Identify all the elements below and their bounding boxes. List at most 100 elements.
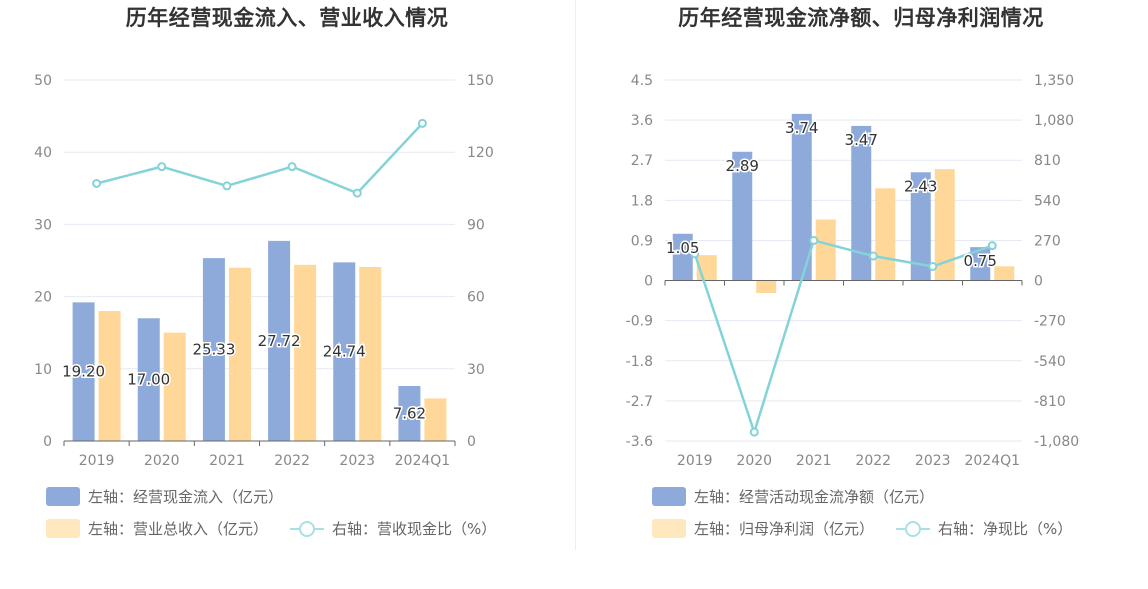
legend-line-swatch <box>896 519 931 538</box>
left-axis-tick: 4.5 <box>631 73 653 89</box>
bar <box>424 398 447 441</box>
left-axis-tick: 3.6 <box>631 113 653 129</box>
line-point <box>928 261 938 271</box>
left-axis-tick: -3.6 <box>626 434 653 450</box>
bar <box>228 267 251 441</box>
x-axis-label: 2022 <box>274 453 310 469</box>
data-label: 19.20 <box>62 363 105 381</box>
legend-item[interactable]: 右轴：净现比（%） <box>896 518 1072 539</box>
line-point <box>868 251 878 261</box>
x-axis-label: 2023 <box>915 453 951 469</box>
x-axis-label: 2019 <box>677 453 713 469</box>
data-label: 27.72 <box>258 332 301 350</box>
bar <box>910 172 931 281</box>
x-axis-label: 2023 <box>339 453 375 469</box>
bar <box>756 280 777 294</box>
left-axis-tick: 0 <box>43 434 52 450</box>
x-axis-label: 2022 <box>855 453 891 469</box>
right-axis-tick: 120 <box>467 145 494 161</box>
x-axis-label: 2024Q1 <box>964 453 1020 469</box>
legend-swatch <box>652 519 686 538</box>
chart-title: 历年经营现金流净额、归母净利润情况 <box>678 6 1044 30</box>
left-axis-tick: 0 <box>644 274 653 290</box>
data-label: 2.43 <box>904 177 937 195</box>
bar <box>163 332 186 441</box>
legend-swatch <box>652 487 686 506</box>
left-axis-tick: 0.9 <box>631 233 653 249</box>
left-axis-tick: -2.7 <box>626 394 653 410</box>
data-label: 7.62 <box>393 404 426 422</box>
legend-item[interactable]: 左轴：营业总收入（亿元） <box>46 518 268 539</box>
left-axis-tick: 50 <box>34 73 52 89</box>
right-axis-tick: 1,080 <box>1034 113 1074 129</box>
left-axis-tick: -0.9 <box>626 314 653 330</box>
bar <box>398 385 421 441</box>
line-series <box>96 122 424 195</box>
legend: 左轴：经营活动现金流净额（亿元） <box>652 486 956 507</box>
bar <box>98 311 121 441</box>
right-axis-tick: 30 <box>467 362 485 378</box>
line-point <box>352 188 362 198</box>
data-label: 24.74 <box>323 343 366 361</box>
left-axis-tick: -1.8 <box>626 354 653 370</box>
left-axis-tick: 10 <box>34 362 52 378</box>
legend-label: 左轴：营业总收入（亿元） <box>88 520 269 538</box>
line-point <box>222 181 232 191</box>
line-point <box>417 118 427 128</box>
data-label: 3.74 <box>785 119 818 137</box>
bar <box>791 113 812 281</box>
legend-item[interactable]: 左轴：经营现金流入（亿元） <box>46 486 283 507</box>
line-point <box>92 178 102 188</box>
right-axis-tick: 540 <box>1034 193 1061 209</box>
line-point <box>749 427 759 437</box>
legend-item[interactable]: 左轴：经营活动现金流净额（亿元） <box>652 486 934 507</box>
legend-label: 右轴：营收现金比（%） <box>332 520 497 538</box>
right-axis-tick: -540 <box>1034 354 1066 370</box>
x-axis-label: 2020 <box>736 453 772 469</box>
data-label: 1.05 <box>666 239 699 257</box>
right-axis-tick: 0 <box>1034 274 1043 290</box>
bar <box>72 302 95 441</box>
right-axis-tick: 150 <box>467 73 494 89</box>
bar <box>333 262 356 441</box>
bar <box>732 151 753 281</box>
right-axis-tick: 810 <box>1034 153 1061 169</box>
bar <box>815 219 836 281</box>
right-axis-tick: 270 <box>1034 233 1061 249</box>
x-axis-label: 2019 <box>79 453 115 469</box>
data-label: 3.47 <box>845 131 878 149</box>
bar <box>851 125 872 281</box>
chart-plot: 0 10 20 30 40 50 0 30 60 90 120 150 2019 2020 2021 2022… <box>34 73 494 469</box>
legend-item[interactable]: 右轴：营收现金比（%） <box>290 518 496 539</box>
legend-line-swatch <box>290 519 325 538</box>
legend-label: 左轴：经营活动现金流净额（亿元） <box>694 488 935 506</box>
data-label: 2.89 <box>726 157 759 175</box>
line-point <box>157 162 167 172</box>
legend: 左轴：归母净利润（亿元） 右轴：净现比（%） <box>652 518 1094 539</box>
legend-label: 右轴：净现比（%） <box>938 520 1073 538</box>
legend-label: 左轴：归母净利润（亿元） <box>694 520 875 538</box>
right-axis-tick: -810 <box>1034 394 1066 410</box>
legend-label: 左轴：经营现金流入（亿元） <box>88 488 284 506</box>
bar <box>934 169 955 281</box>
chart-divider <box>575 0 576 550</box>
x-axis-label: 2024Q1 <box>395 453 451 469</box>
chart-title: 历年经营现金流入、营业收入情况 <box>125 6 449 30</box>
x-axis-label: 2021 <box>796 453 832 469</box>
right-axis-tick: -1,080 <box>1034 434 1079 450</box>
legend-swatch <box>46 519 80 538</box>
line-point <box>690 249 700 259</box>
legend-item[interactable]: 左轴：归母净利润（亿元） <box>652 518 874 539</box>
bar <box>202 258 225 441</box>
right-axis-tick: 60 <box>467 290 485 306</box>
data-label: 25.33 <box>192 341 235 359</box>
legend: 左轴：经营现金流入（亿元） <box>46 486 305 507</box>
right-axis-tick: 90 <box>467 217 485 233</box>
bar <box>875 188 896 281</box>
legend-swatch <box>46 487 80 506</box>
left-axis-tick: 40 <box>34 145 52 161</box>
bar <box>359 266 382 441</box>
right-axis-tick: 1,350 <box>1034 73 1074 89</box>
line-point <box>809 235 819 245</box>
bar <box>672 233 693 281</box>
